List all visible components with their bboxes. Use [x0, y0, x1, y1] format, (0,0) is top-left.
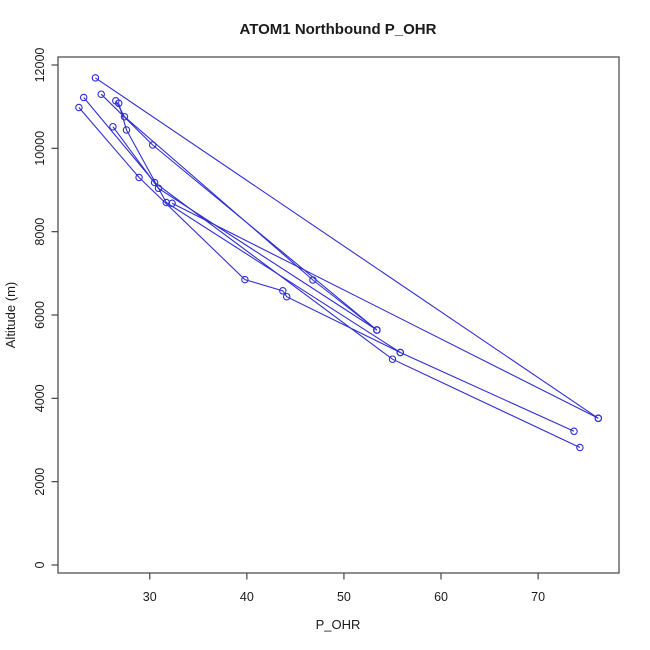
x-tick-label: 60 [434, 590, 448, 604]
point-marker [79, 93, 88, 102]
point-marker [75, 103, 83, 112]
point-marker [594, 414, 603, 423]
series-line [118, 103, 401, 353]
x-axis-title: P_OHR [316, 617, 361, 632]
y-tick-label: 4000 [33, 384, 47, 412]
point-marker [120, 112, 129, 121]
point-marker [135, 173, 143, 182]
series-line [171, 202, 599, 419]
point-marker [168, 199, 176, 208]
chart-title: ATOM1 Northbound P_OHR [240, 21, 437, 38]
point-marker [109, 122, 117, 131]
y-tick-label: 2000 [33, 468, 47, 496]
y-tick-label: 8000 [33, 218, 47, 246]
x-tick-label: 50 [337, 590, 351, 604]
y-tick-label: 6000 [33, 301, 47, 329]
series-line [112, 126, 378, 331]
series-line [95, 77, 599, 419]
series-layer [75, 74, 603, 452]
y-tick-label: 12000 [33, 48, 47, 83]
point-marker [91, 74, 100, 82]
x-tick-label: 30 [143, 590, 157, 604]
y-tick-label: 10000 [33, 131, 47, 166]
x-axis: 30 40 50 60 70 [143, 573, 545, 604]
point-marker [97, 90, 105, 98]
point-marker [154, 184, 163, 193]
point-marker [122, 126, 131, 134]
point-marker [241, 275, 249, 284]
point-marker [570, 427, 578, 436]
point-marker [114, 99, 123, 108]
point-marker [282, 292, 291, 301]
y-axis-title: Altitude (m) [3, 282, 18, 348]
y-axis: 0 2000 4000 6000 8000 10000 12000 [33, 48, 58, 568]
point-marker [150, 178, 159, 187]
point-marker [279, 287, 287, 295]
point-marker [576, 443, 584, 452]
point-marker [309, 276, 317, 284]
point-marker [396, 348, 405, 357]
x-tick-label: 70 [531, 590, 545, 604]
point-marker [373, 326, 381, 334]
y-tick-label: 0 [33, 561, 47, 568]
x-tick-label: 40 [240, 590, 254, 604]
point-marker [388, 355, 397, 363]
